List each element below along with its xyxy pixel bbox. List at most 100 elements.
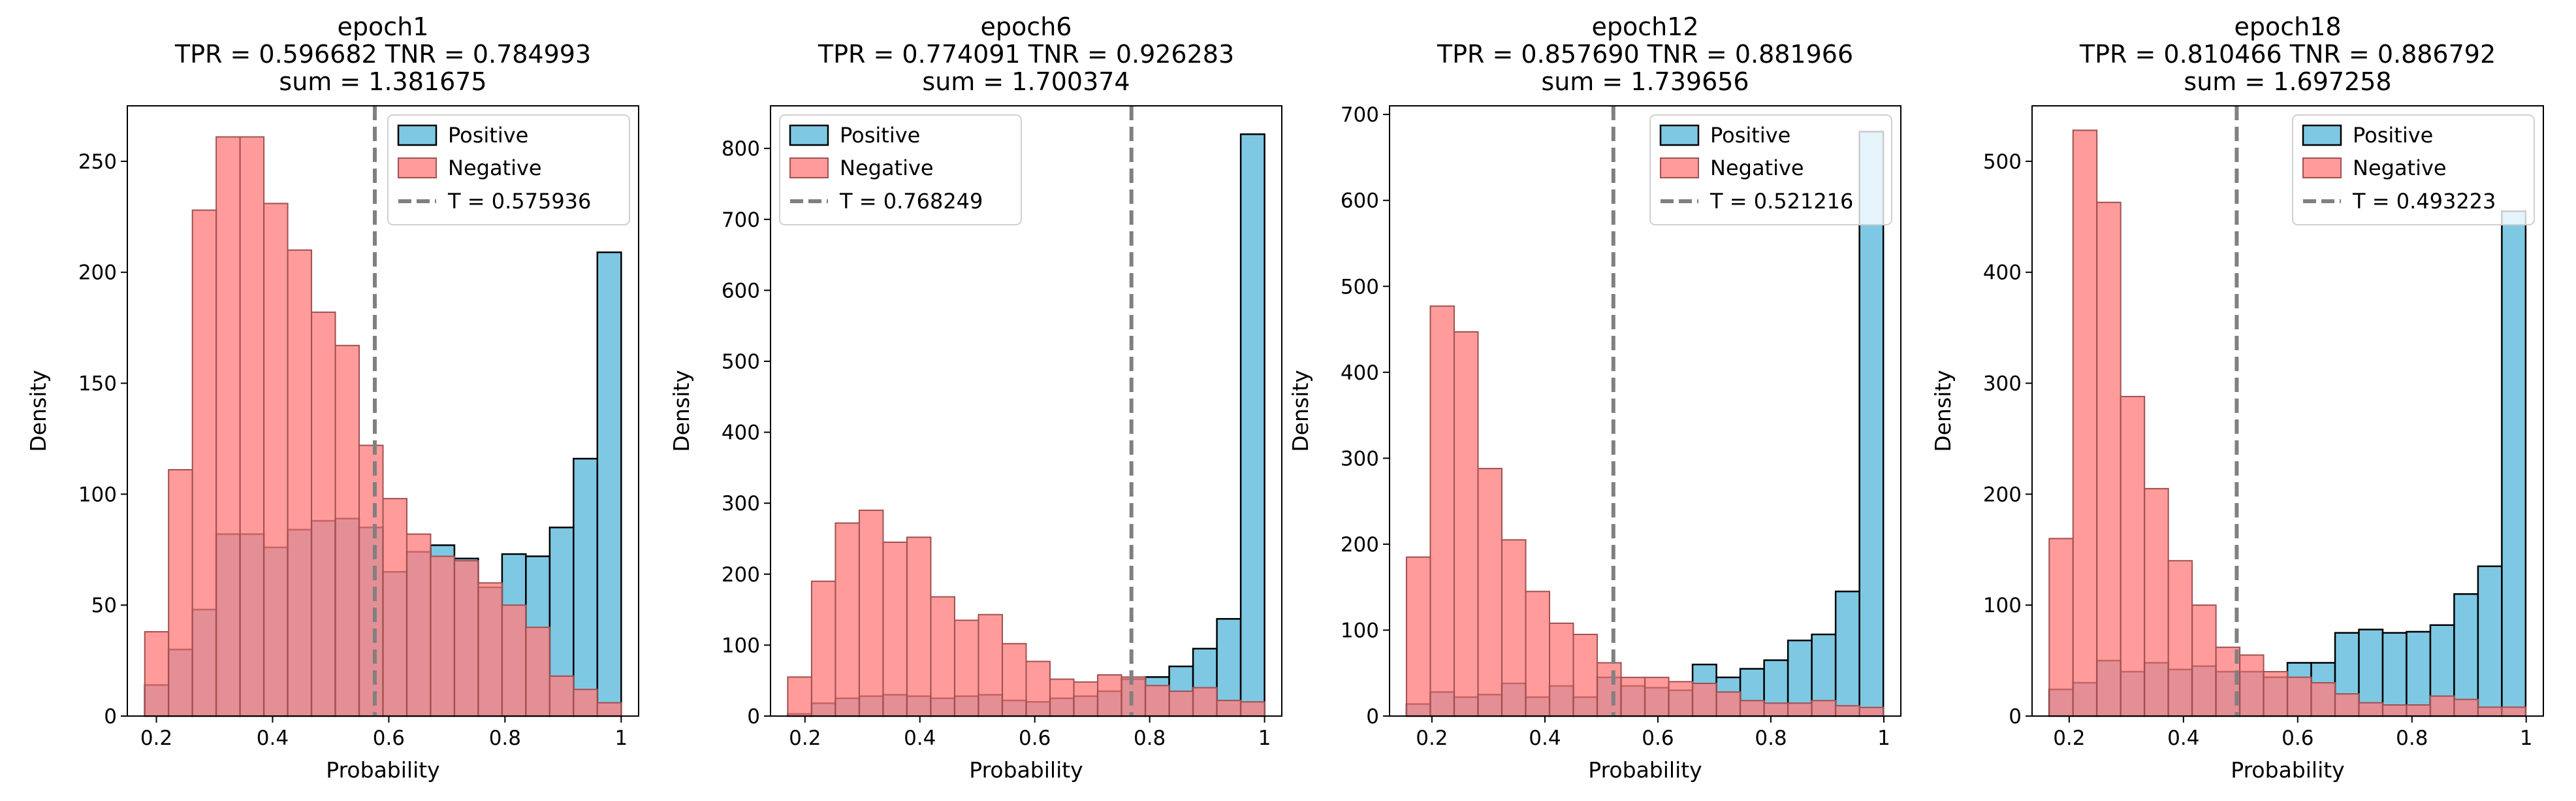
legend-negative-label: Negative <box>2353 155 2447 180</box>
chart-subtitle-metrics: TPR = 0.596682 TNR = 0.784993 <box>174 40 591 69</box>
negative-bar <box>1049 678 1075 717</box>
y-tick-label: 200 <box>1983 483 2022 506</box>
chart-subtitle-sum: sum = 1.700374 <box>922 67 1130 96</box>
negative-bar <box>144 630 170 717</box>
x-tick-label: 0.6 <box>1642 727 1674 750</box>
y-tick-label: 300 <box>1983 372 2022 396</box>
negative-bar <box>430 555 455 717</box>
negative-bar <box>1073 681 1099 717</box>
negative-bar <box>1216 700 1242 717</box>
x-tick-label: 0.8 <box>1134 727 1166 750</box>
positive-bar <box>2406 630 2432 717</box>
legend-negative-label: Negative <box>448 155 542 180</box>
negative-bar <box>1525 591 1551 717</box>
negative-bar <box>1692 683 1717 717</box>
x-tick-label: 1 <box>1877 727 1890 750</box>
positive-bar <box>2501 210 2527 717</box>
x-tick-label: 0.2 <box>789 727 821 750</box>
negative-bar <box>2191 604 2217 717</box>
legend-negative-swatch <box>789 157 829 178</box>
chart-subtitle-metrics: TPR = 0.857690 TNR = 0.881966 <box>1437 40 1853 69</box>
negative-bar <box>1477 468 1503 717</box>
negative-bar <box>1001 643 1027 717</box>
negative-bar <box>549 675 575 717</box>
chart-subtitle-metrics: TPR = 0.810466 TNR = 0.886792 <box>2079 40 2496 69</box>
legend-positive-label: Positive <box>448 123 528 148</box>
negative-bar <box>1572 634 1598 717</box>
chart-subtitle-metrics: TPR = 0.774091 TNR = 0.926283 <box>818 40 1234 69</box>
legend-positive-swatch <box>789 124 829 146</box>
negative-bar <box>215 136 241 717</box>
plot-frame <box>770 105 1282 717</box>
negative-bar <box>953 619 979 717</box>
legend-box <box>1649 114 1892 225</box>
negative-bar <box>2048 538 2074 717</box>
negative-bar <box>2096 201 2122 717</box>
negative-bar <box>1453 331 1479 717</box>
negative-bar <box>168 469 193 717</box>
legend-negative-label: Negative <box>1710 155 1804 180</box>
legend-positive-swatch <box>397 124 437 146</box>
negative-bar <box>2072 129 2098 717</box>
negative-bar <box>1405 556 1431 717</box>
x-axis-label: Probability <box>969 757 1083 783</box>
negative-bar <box>978 613 1003 717</box>
negative-bar <box>311 311 336 717</box>
x-tick-label: 0.4 <box>904 727 936 750</box>
y-tick-label: 400 <box>1341 361 1379 385</box>
negative-bar <box>2287 676 2312 717</box>
chart-subtitle-sum: sum = 1.381675 <box>279 67 486 96</box>
negative-bar <box>525 627 550 717</box>
legend-positive-label: Positive <box>2353 123 2433 148</box>
negative-bar <box>1549 622 1574 717</box>
negative-bar <box>405 533 432 717</box>
negative-bar <box>2358 702 2383 717</box>
legend-threshold-label: T = 0.768249 <box>839 189 983 214</box>
plot-frame <box>127 105 639 717</box>
negative-bar <box>1501 539 1527 717</box>
y-tick-label: 600 <box>722 279 760 302</box>
negative-bar <box>1763 702 1789 717</box>
chart-subtitle-sum: sum = 1.697258 <box>2184 67 2391 96</box>
legend-negative-label: Negative <box>840 155 934 180</box>
x-tick-label: 0.6 <box>373 727 405 750</box>
legend-negative-swatch <box>2302 157 2342 178</box>
y-axis-label: Density <box>1288 370 1313 451</box>
y-axis-label: Density <box>25 370 51 451</box>
y-tick-label: 400 <box>722 421 760 445</box>
y-tick-label: 0 <box>1366 705 1379 728</box>
y-tick-label: 100 <box>1983 594 2022 617</box>
legend-threshold-label: T = 0.493223 <box>2352 189 2496 214</box>
negative-bar <box>1145 685 1170 717</box>
plot-frame <box>1389 105 1901 717</box>
negative-bar <box>2429 695 2455 717</box>
negative-bar <box>2144 487 2169 717</box>
negative-bar <box>1787 702 1813 717</box>
positive-bar <box>2453 593 2479 717</box>
legend-positive-swatch <box>1659 124 1700 146</box>
y-tick-label: 100 <box>722 634 760 657</box>
x-tick-label: 0.8 <box>489 727 521 750</box>
legend-box <box>387 114 630 225</box>
x-tick-label: 0.2 <box>2053 727 2085 750</box>
negative-bar <box>1858 706 1884 717</box>
x-tick-label: 0.4 <box>1529 727 1561 750</box>
y-tick-label: 0 <box>747 705 760 728</box>
negative-bar <box>2263 671 2289 717</box>
negative-bar <box>2310 682 2336 717</box>
x-tick-label: 0.6 <box>2282 727 2314 750</box>
negative-bar <box>1811 700 1837 717</box>
y-tick-label: 700 <box>1341 103 1379 127</box>
negative-bar <box>2406 704 2431 717</box>
y-tick-label: 300 <box>722 492 760 515</box>
negative-bar <box>835 522 860 717</box>
negative-bar <box>573 689 598 717</box>
legend-negative-swatch <box>1660 157 1699 178</box>
positive-bar <box>1858 131 1884 717</box>
y-tick-label: 400 <box>1983 261 2022 285</box>
negative-bar <box>1025 661 1051 717</box>
negative-bar <box>358 444 384 717</box>
y-tick-label: 150 <box>78 372 117 396</box>
negative-bar <box>2239 654 2265 717</box>
